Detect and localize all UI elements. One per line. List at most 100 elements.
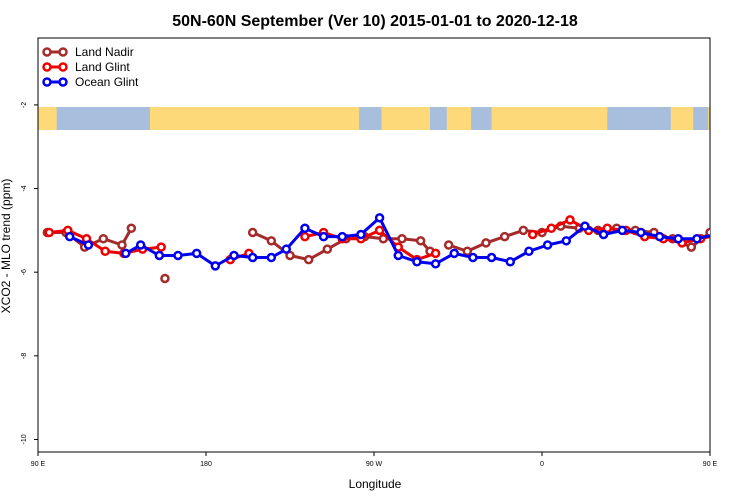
map-land bbox=[670, 107, 694, 130]
data-point bbox=[393, 250, 404, 261]
data-point bbox=[154, 250, 165, 261]
data-point bbox=[98, 233, 109, 244]
data-point bbox=[654, 231, 665, 242]
data-point bbox=[580, 221, 590, 231]
data-point bbox=[527, 229, 538, 240]
data-point bbox=[318, 231, 329, 242]
data-point bbox=[160, 273, 170, 284]
data-point bbox=[300, 223, 310, 234]
x-tick-label: 90 E bbox=[31, 461, 46, 468]
series-line bbox=[124, 216, 710, 268]
data-point bbox=[725, 239, 732, 246]
data-point bbox=[120, 248, 131, 259]
data-point bbox=[561, 236, 572, 246]
data-point bbox=[449, 248, 460, 259]
x-tick-label: 0 bbox=[540, 461, 544, 468]
x-tick-label: 90 E bbox=[703, 461, 718, 468]
data-point bbox=[156, 242, 166, 252]
data-point bbox=[518, 225, 529, 236]
data-point bbox=[397, 233, 407, 244]
data-point bbox=[735, 229, 742, 236]
data-point bbox=[126, 223, 137, 234]
data-point bbox=[598, 229, 609, 240]
legend-label: Ocean Glint bbox=[75, 75, 139, 89]
map-land bbox=[491, 107, 608, 130]
map-land bbox=[708, 107, 710, 130]
legend-marker bbox=[42, 77, 52, 87]
data-point bbox=[247, 227, 258, 238]
data-point bbox=[356, 229, 366, 240]
legend-marker bbox=[58, 47, 68, 57]
x-axis-label: Longitude bbox=[349, 477, 402, 491]
y-tick-label: -6 bbox=[21, 269, 28, 275]
x-tick-label: 180 bbox=[200, 461, 212, 468]
data-point bbox=[64, 231, 75, 242]
data-point bbox=[505, 256, 516, 267]
data-point bbox=[337, 231, 348, 242]
y-tick-label: -8 bbox=[21, 353, 28, 359]
data-point bbox=[712, 231, 719, 238]
map-land bbox=[38, 107, 57, 130]
data-point bbox=[462, 246, 473, 257]
data-point bbox=[692, 233, 702, 244]
data-point bbox=[135, 240, 146, 250]
data-point bbox=[499, 231, 510, 242]
legend-marker bbox=[42, 47, 52, 57]
series-layer bbox=[42, 213, 750, 284]
data-point bbox=[210, 261, 221, 271]
data-point bbox=[322, 244, 333, 254]
data-point bbox=[468, 252, 478, 263]
data-point bbox=[100, 246, 110, 257]
data-point bbox=[229, 250, 239, 261]
data-point bbox=[83, 240, 94, 250]
series-ocean-glint bbox=[64, 213, 738, 271]
legend-marker bbox=[42, 62, 52, 72]
chart-title: 50N-60N September (Ver 10) 2015-01-01 to… bbox=[172, 13, 578, 30]
data-point bbox=[430, 259, 441, 269]
world-map-band bbox=[38, 107, 710, 130]
y-tick-label: -2 bbox=[21, 102, 28, 108]
y-axis: -2 -4 -6 -8 -10 bbox=[21, 102, 38, 445]
data-point bbox=[731, 229, 738, 236]
data-point bbox=[281, 244, 292, 254]
legend-label: Land Glint bbox=[75, 60, 130, 74]
data-point bbox=[44, 227, 54, 238]
x-axis: 90 E 180 90 W 0 90 E bbox=[31, 452, 718, 468]
data-point bbox=[565, 215, 575, 225]
legend-label: Land Nadir bbox=[75, 45, 134, 59]
data-point bbox=[636, 227, 646, 238]
data-point bbox=[374, 213, 385, 223]
data-point bbox=[415, 236, 426, 246]
x-tick-label: 90 W bbox=[366, 461, 383, 468]
data-point bbox=[303, 254, 314, 265]
map-land bbox=[150, 107, 360, 130]
data-point bbox=[412, 256, 422, 267]
data-point bbox=[524, 246, 534, 257]
data-point bbox=[673, 233, 684, 244]
data-point bbox=[617, 225, 628, 236]
map-ocean bbox=[38, 107, 710, 130]
data-point bbox=[744, 227, 750, 234]
data-point bbox=[716, 231, 723, 238]
data-point bbox=[443, 240, 454, 250]
data-point bbox=[374, 225, 385, 236]
data-point bbox=[173, 250, 183, 261]
map-land bbox=[446, 107, 472, 130]
data-point bbox=[481, 238, 491, 248]
data-point bbox=[686, 242, 697, 252]
data-point bbox=[542, 240, 553, 250]
data-point bbox=[430, 248, 441, 259]
data-point bbox=[117, 240, 127, 250]
y-tick-label: -4 bbox=[21, 185, 28, 191]
data-point bbox=[266, 236, 277, 246]
data-point bbox=[546, 223, 557, 234]
data-point bbox=[300, 231, 310, 242]
legend-marker bbox=[58, 77, 68, 87]
data-point bbox=[247, 252, 258, 263]
data-point bbox=[191, 248, 202, 259]
y-axis-label: XCO2 - MLO trend (ppm) bbox=[0, 179, 13, 314]
y-tick-label: -10 bbox=[21, 434, 28, 444]
map-land bbox=[381, 107, 430, 130]
